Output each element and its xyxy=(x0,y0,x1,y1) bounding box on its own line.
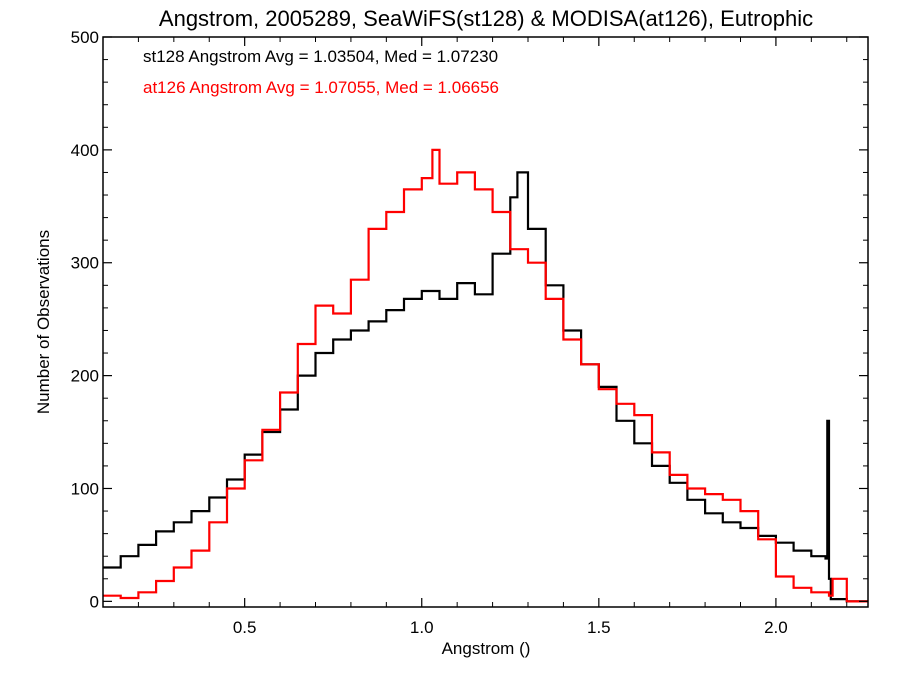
x-tick-label: 1.0 xyxy=(410,618,434,637)
series-line-at126 xyxy=(103,148,868,603)
plot-frame xyxy=(102,36,869,608)
y-tick-label: 300 xyxy=(71,254,99,273)
x-tick-label: 0.5 xyxy=(233,618,257,637)
x-tick-label: 2.0 xyxy=(764,618,788,637)
y-tick-label: 500 xyxy=(71,28,99,47)
y-axis-label: Number of Observations xyxy=(34,230,53,414)
x-axis: 0.5 1.0 1.5 2.0 xyxy=(102,37,848,637)
y-tick-label: 400 xyxy=(71,141,99,160)
y-axis: 0 100 200 300 400 500 xyxy=(71,28,868,611)
legend-entry-at126: at126 Angstrom Avg = 1.07055, Med = 1.06… xyxy=(143,78,499,97)
series-group xyxy=(103,148,868,603)
x-axis-label: Angstrom () xyxy=(442,639,531,658)
y-tick-label: 200 xyxy=(71,367,99,386)
x-tick-label: 1.5 xyxy=(587,618,611,637)
y-tick-label: 100 xyxy=(71,479,99,498)
legend-entry-st128: st128 Angstrom Avg = 1.03504, Med = 1.07… xyxy=(143,47,498,66)
series-line-st128 xyxy=(103,171,868,603)
y-tick-label: 0 xyxy=(90,592,99,611)
chart-title: Angstrom, 2005289, SeaWiFS(st128) & MODI… xyxy=(159,6,813,31)
